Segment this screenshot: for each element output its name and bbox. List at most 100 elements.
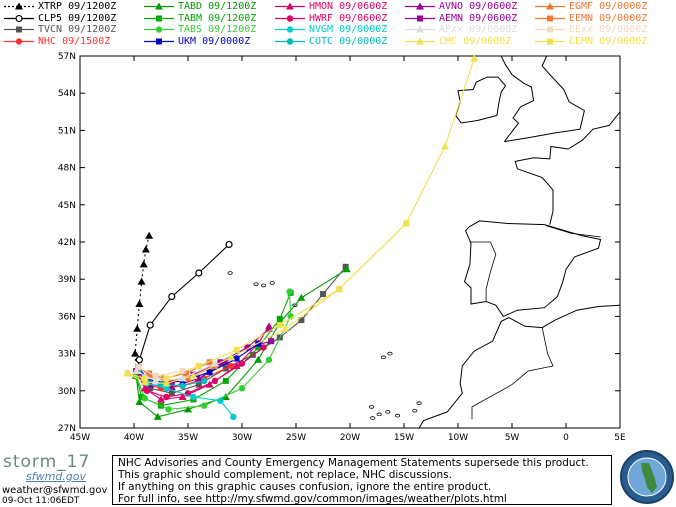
island	[394, 413, 401, 418]
track-point	[336, 286, 343, 293]
track-point	[189, 371, 198, 379]
track-point	[135, 300, 144, 307]
track-line	[127, 223, 407, 379]
plot-frame	[79, 55, 621, 429]
island	[368, 405, 375, 409]
coastline	[500, 55, 535, 142]
legend-label: EGMF 09/0000Z	[569, 1, 648, 12]
storm-id-label: storm_17	[3, 452, 91, 472]
legend-swatch	[4, 26, 34, 33]
y-tick-label: 27N	[58, 424, 76, 434]
track-point	[184, 405, 192, 413]
track-line	[127, 58, 475, 384]
legend-label: EEMN 09/0000Z	[569, 12, 648, 24]
country-border	[469, 241, 497, 302]
legend-label: HWRF 09/0600Z	[309, 12, 388, 24]
track-point	[124, 370, 131, 377]
track-point	[168, 292, 176, 301]
track-cemn	[124, 220, 410, 382]
track-point	[281, 324, 290, 332]
x-tick-label: 25W	[286, 433, 306, 443]
track-point	[201, 377, 208, 385]
track-line	[134, 235, 150, 376]
legend-label: HMON 09/0600Z	[309, 1, 388, 12]
track-point	[470, 54, 479, 62]
legend-marker	[547, 26, 553, 33]
track-point	[131, 349, 140, 357]
track-point	[342, 265, 351, 273]
track-point	[232, 362, 241, 369]
track-point	[217, 397, 224, 404]
track-point	[167, 383, 176, 391]
y-tick-label: 48N	[58, 164, 76, 174]
legend-marker	[416, 25, 424, 33]
track-point	[403, 220, 410, 227]
y-tick-label: 33N	[58, 350, 76, 360]
x-tick-label: 40W	[124, 433, 144, 443]
legend-label: CLP5 09/1200Z	[38, 12, 117, 24]
legend-marker	[15, 2, 23, 10]
y-tick-label: 39N	[58, 275, 76, 285]
x-tick-label: 20W	[340, 433, 360, 443]
track-point	[163, 385, 170, 392]
track-point	[230, 413, 237, 421]
legend-label: CMC 09/0000Z	[439, 35, 512, 47]
track-point	[132, 366, 141, 374]
coastline-layer	[227, 55, 621, 429]
track-point	[195, 363, 202, 369]
disclaimer-line[interactable]: For full info, see http://my.sfwmd.gov/c…	[118, 493, 507, 505]
track-point	[179, 382, 186, 390]
track-point	[265, 356, 273, 363]
legend-marker	[416, 2, 424, 10]
track-point	[260, 344, 267, 351]
island	[269, 281, 275, 285]
x-tick-label: 15W	[394, 433, 414, 443]
legend-label: CEMN 09/0000Z	[569, 35, 648, 47]
track-point	[162, 379, 171, 387]
coastline	[514, 111, 621, 225]
track-point	[227, 353, 236, 361]
legend-marker	[546, 2, 554, 10]
legend-label: APxx 09/0600Z	[439, 24, 518, 35]
sfwmd-logo-text[interactable]: sfwmd.gov	[26, 470, 87, 483]
island	[253, 282, 259, 286]
issue-timestamp: 09-Oct 11:06EDT	[2, 496, 80, 506]
legend-marker	[16, 26, 22, 33]
track-clp5	[132, 240, 233, 380]
track-point	[205, 380, 214, 388]
track-apxx	[132, 359, 219, 384]
legend-swatch	[405, 15, 435, 21]
track-point	[133, 324, 142, 332]
legend-swatch	[4, 2, 34, 10]
legend-marker	[547, 15, 553, 21]
legend-swatch	[144, 15, 174, 21]
legend-swatch	[144, 2, 174, 10]
disclaimer-box: NHC Advisories and County Emergency Mana…	[112, 455, 612, 505]
legend-label: AVNO 09/0600Z	[439, 1, 518, 12]
track-point	[151, 376, 160, 384]
track-point	[255, 344, 262, 351]
contact-email[interactable]: weather@sfwmd.gov	[2, 485, 108, 496]
track-point	[135, 397, 144, 405]
track-point	[255, 340, 262, 347]
track-point	[140, 378, 149, 386]
legend-label: TABS 09/1200Z	[178, 24, 257, 35]
x-tick-label: 30W	[232, 433, 252, 443]
legend-marker	[15, 37, 23, 45]
legend-marker	[156, 15, 162, 21]
y-tick-label: 30N	[58, 387, 76, 397]
y-tick-label: 54N	[58, 89, 76, 99]
legend-swatch	[144, 26, 174, 33]
coastline	[504, 55, 585, 143]
legend-swatch	[535, 26, 565, 33]
y-tick-label: 51N	[58, 126, 76, 136]
legend-swatch	[275, 26, 305, 33]
track-eexx	[135, 364, 186, 379]
legend-label: NHC 09/1500Z	[38, 35, 111, 47]
legend-label: COTC 09/0000Z	[309, 35, 388, 47]
track-point	[441, 142, 450, 150]
legend-label: XTRP 09/1200Z	[38, 1, 117, 12]
country-border	[471, 327, 554, 420]
island	[370, 416, 376, 420]
disclaimer-line: NHC Advisories and County Emergency Mana…	[118, 457, 589, 469]
